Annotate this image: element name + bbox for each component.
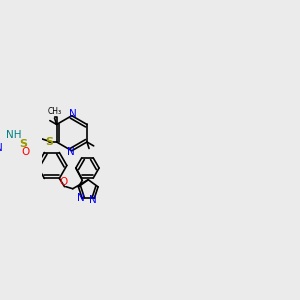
Text: CH₃: CH₃: [47, 107, 61, 116]
Text: N: N: [0, 143, 2, 153]
Text: S: S: [45, 137, 53, 147]
Text: NH: NH: [6, 130, 22, 140]
Text: O: O: [22, 146, 30, 157]
Text: O: O: [59, 177, 67, 187]
Text: N: N: [67, 147, 74, 157]
Text: S: S: [19, 139, 27, 149]
Text: N: N: [89, 195, 97, 205]
Text: N: N: [69, 110, 77, 119]
Text: N: N: [77, 193, 85, 203]
